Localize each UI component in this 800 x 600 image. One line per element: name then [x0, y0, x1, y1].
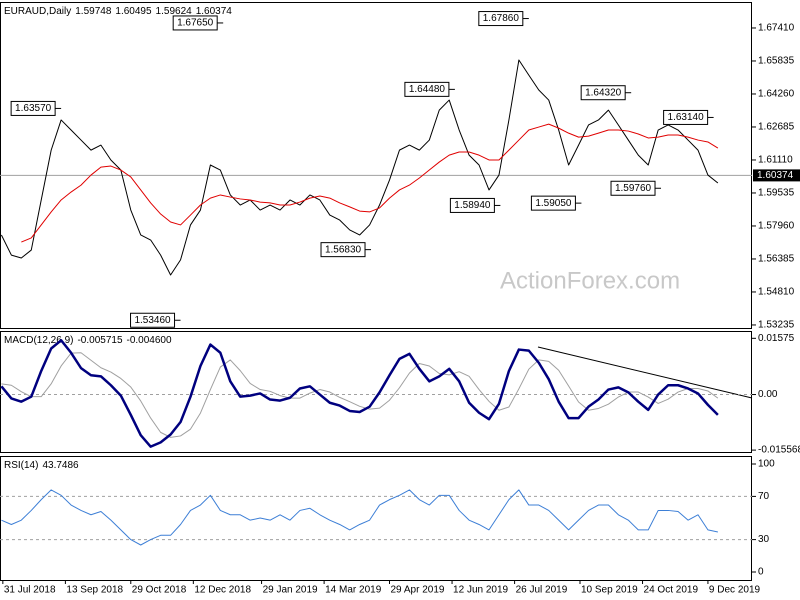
- annotation-box: [663, 109, 709, 125]
- x-tick-label: 13 Sep 2018: [66, 585, 123, 596]
- annotation-label: 1.53460: [134, 315, 171, 326]
- y-tick-label: 70: [758, 491, 770, 502]
- series-line: [1, 352, 719, 438]
- y-tick-label: 1.65835: [758, 56, 795, 67]
- annotation-label: 1.64320: [585, 87, 622, 98]
- annotation-box: [130, 312, 176, 328]
- y-tick-label: 1.64260: [758, 89, 795, 100]
- annotation-box: [320, 242, 366, 258]
- panel-title: EURAUD,Daily: [4, 6, 71, 17]
- y-tick-label: 1.53235: [758, 320, 795, 331]
- annotation-label: 1.63570: [15, 103, 52, 114]
- annotation-label: 1.56830: [325, 244, 362, 255]
- x-tick-label: 12 Dec 2018: [194, 585, 251, 596]
- x-tick-label: 14 Mar 2019: [325, 585, 382, 596]
- annotation-label: 1.67650: [177, 18, 214, 29]
- y-tick-label: 100: [758, 459, 775, 470]
- y-tick-label: 0.00: [758, 389, 778, 400]
- x-tick-label: 12 Jun 2019: [453, 585, 508, 596]
- y-tick-label: 0.01575: [758, 333, 795, 344]
- readout: 1.59624: [156, 6, 193, 17]
- readout: 1.60374: [196, 6, 233, 17]
- series-line: [0, 339, 719, 448]
- panel-title: MACD(12,26,9): [4, 335, 73, 346]
- annotation-box: [478, 11, 524, 27]
- readout: 1.60495: [115, 6, 152, 17]
- annotation-label: 1.58940: [454, 200, 491, 211]
- annotation-box: [610, 180, 656, 196]
- y-tick-label: 1.67410: [758, 23, 795, 34]
- y-tick-label: 1.57960: [758, 221, 795, 232]
- panel-header: MACD(12,26,9) -0.005715 -0.004600: [4, 335, 172, 346]
- readout: -0.005715: [77, 335, 122, 346]
- annotation-box: [580, 85, 626, 101]
- y-tick-label: 1.62685: [758, 122, 795, 133]
- y-tick-label: 1.59535: [758, 188, 795, 199]
- readout: 43.7486: [42, 460, 79, 471]
- x-tick-label: 26 Jul 2019: [516, 585, 568, 596]
- annotation-box: [404, 81, 450, 97]
- annotation-box: [530, 195, 576, 211]
- x-tick-label: 29 Apr 2019: [391, 585, 445, 596]
- annotation-label: 1.63140: [668, 112, 705, 123]
- price-tag: [753, 169, 800, 182]
- annotation-box: [172, 15, 218, 31]
- annotation-label: 1.59050: [535, 198, 572, 209]
- x-tick-label: 10 Sep 2019: [581, 585, 638, 596]
- panel-frame: [0, 2, 752, 329]
- annotation-label: 1.59760: [615, 183, 652, 194]
- series-line: [21, 123, 719, 243]
- panel-header: RSI(14) 43.7486: [4, 460, 79, 471]
- annotation-box: [10, 100, 56, 116]
- annotation-box: [449, 197, 495, 213]
- x-tick-label: 24 Oct 2019: [644, 585, 699, 596]
- annotation-label: 1.64480: [409, 84, 446, 95]
- y-tick-label: 30: [758, 534, 770, 545]
- readout: -0.004600: [127, 335, 172, 346]
- x-tick-label: 29 Jan 2019: [263, 585, 318, 596]
- y-tick-label: 1.54810: [758, 287, 795, 298]
- x-tick-label: 31 Jul 2018: [4, 585, 56, 596]
- y-tick-label: -0.015568: [758, 445, 800, 456]
- trend-line: [537, 346, 753, 399]
- panel-frame: [0, 456, 752, 581]
- watermark: ActionForex.com: [500, 267, 680, 294]
- series-line: [1, 489, 718, 546]
- y-tick-label: 0: [758, 567, 764, 578]
- x-tick-label: 9 Dec 2019: [709, 585, 761, 596]
- readout: 1.59748: [75, 6, 112, 17]
- y-tick-label: 1.61110: [758, 155, 793, 166]
- panel-title: RSI(14): [4, 460, 38, 471]
- panel-header: EURAUD,Daily 1.59748 1.60495 1.59624 1.60374: [4, 6, 232, 17]
- annotation-label: 1.67860: [483, 13, 520, 24]
- price-tag-label: 1.60374: [757, 170, 794, 181]
- y-tick-label: 1.56385: [758, 254, 795, 265]
- x-tick-label: 29 Oct 2018: [132, 585, 187, 596]
- panel-frame: [0, 331, 752, 453]
